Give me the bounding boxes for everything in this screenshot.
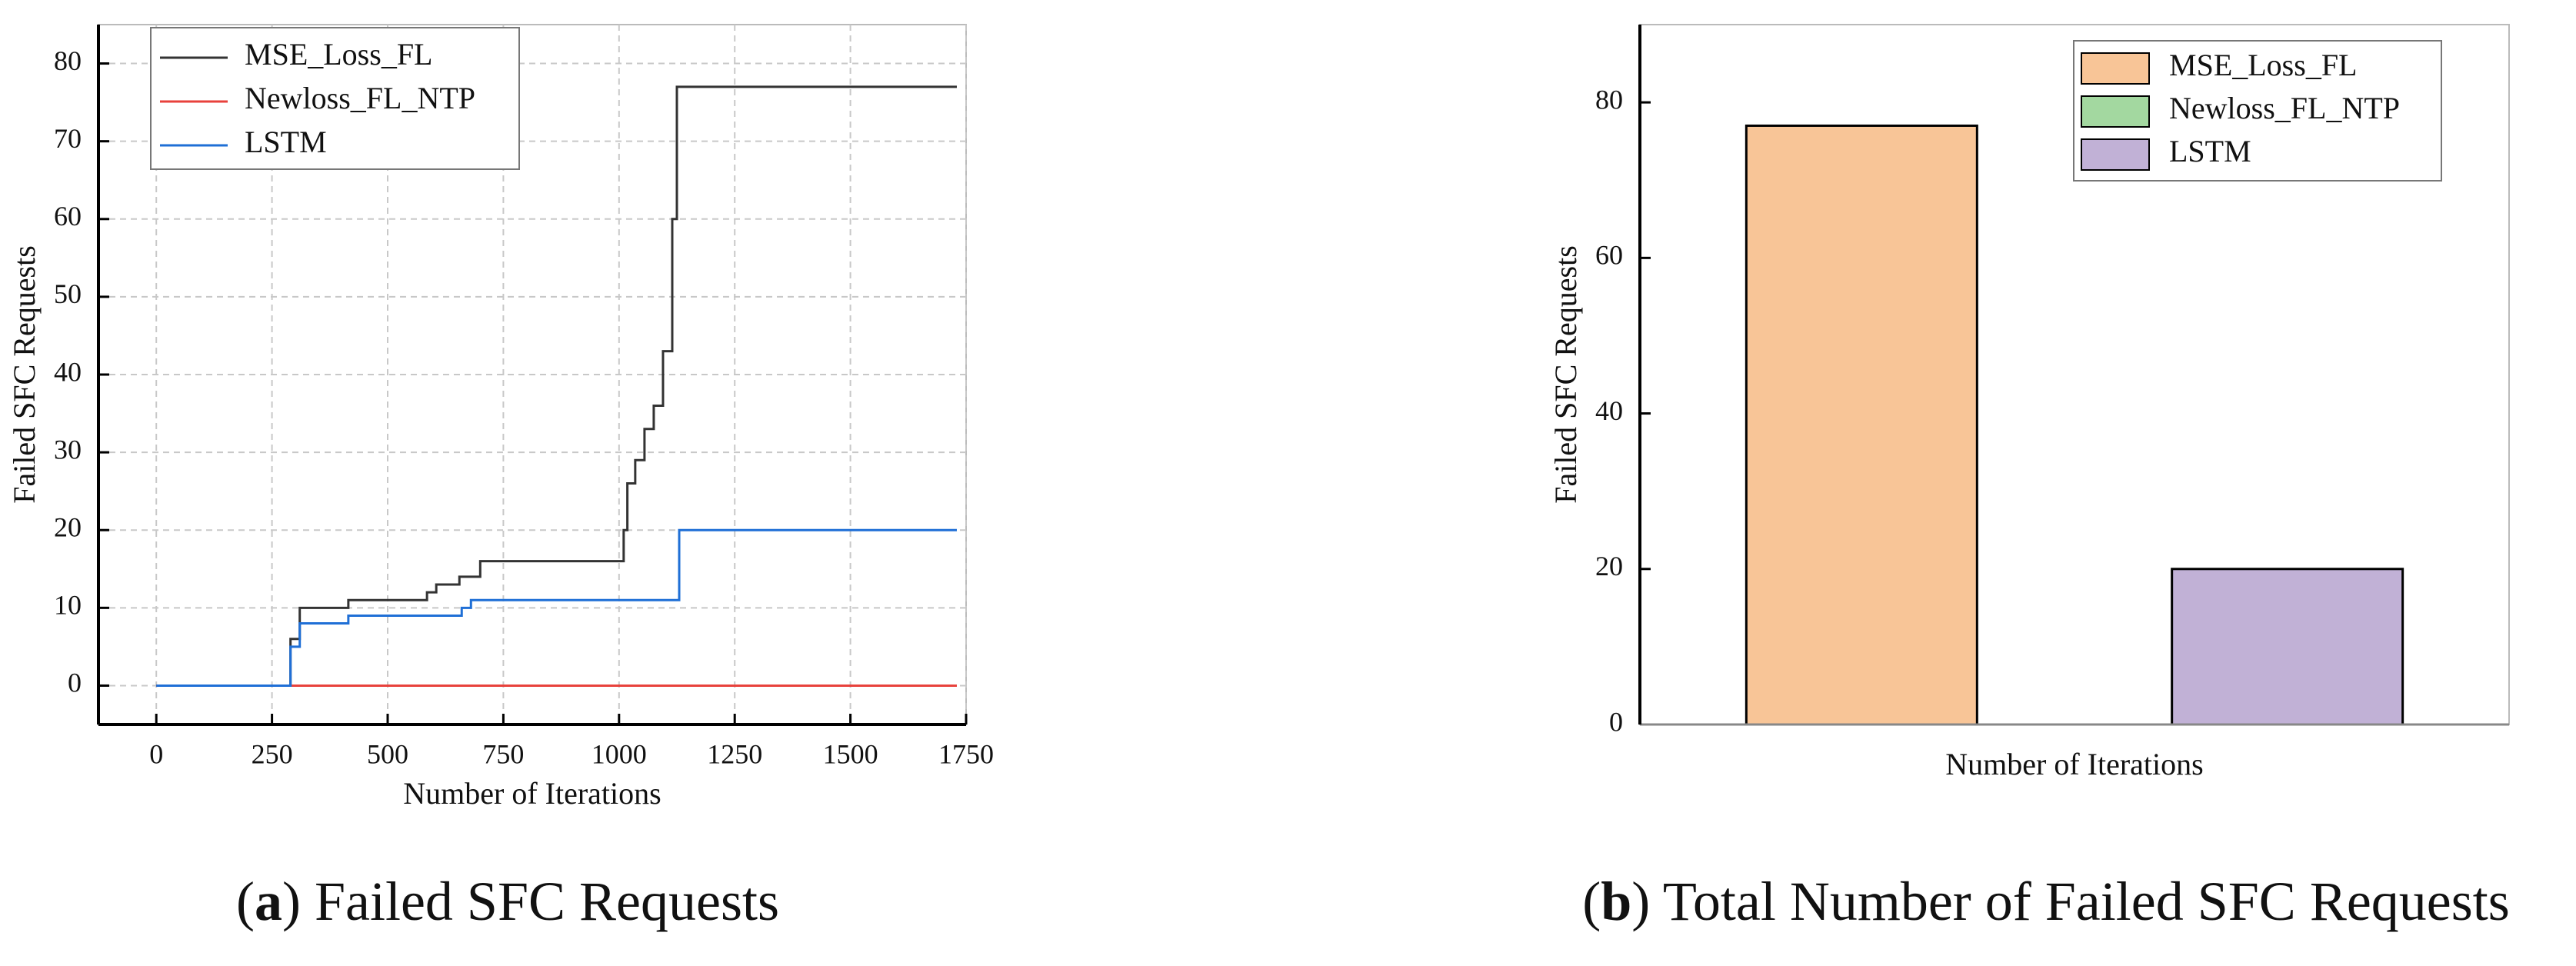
- bar: [2171, 568, 2404, 726]
- caption-part: ) Failed SFC Requests: [282, 871, 779, 932]
- legend-patch: [2081, 138, 2150, 171]
- y-tick-label: 80: [54, 45, 82, 76]
- legend-patch: [2081, 95, 2150, 128]
- y-tick-label: 40: [1595, 395, 1623, 426]
- x-tick-label: 250: [252, 738, 293, 769]
- y-tick-label: 40: [54, 356, 82, 387]
- x-axis-label: Number of Iterations: [403, 776, 661, 811]
- y-axis-label: Failed SFC Requests: [1548, 245, 1583, 504]
- x-tick-label: 1250: [707, 738, 762, 769]
- caption: (b) Total Number of Failed SFC Requests: [1582, 871, 2510, 932]
- y-tick-label: 50: [54, 278, 82, 309]
- legend-label: LSTM: [2169, 134, 2251, 168]
- y-tick-label: 20: [54, 511, 82, 542]
- series-line: [156, 528, 957, 687]
- x-tick-label: 0: [149, 738, 163, 769]
- x-tick-label: 750: [482, 738, 524, 769]
- legend-label: MSE_Loss_FL: [2169, 48, 2358, 82]
- legend-label: MSE_Loss_FL: [245, 37, 433, 72]
- caption-part: (: [236, 871, 255, 932]
- y-tick-label: 20: [1595, 551, 1623, 581]
- y-tick-label: 0: [1609, 706, 1623, 737]
- caption-part: (: [1582, 871, 1601, 932]
- caption-part: b: [1601, 871, 1631, 932]
- x-tick-label: 500: [367, 738, 408, 769]
- legend-label: Newloss_FL_NTP: [2169, 91, 2400, 125]
- x-tick-label: 1000: [592, 738, 647, 769]
- series-line: [156, 85, 957, 687]
- y-tick-label: 60: [54, 201, 82, 232]
- caption: (a) Failed SFC Requests: [236, 871, 779, 932]
- y-axis-label: Failed SFC Requests: [7, 245, 42, 504]
- y-tick-label: 0: [68, 668, 82, 698]
- caption-part: ) Total Number of Failed SFC Requests: [1631, 871, 2510, 932]
- bar: [1745, 124, 1978, 726]
- y-tick-label: 10: [54, 590, 82, 621]
- caption-part: a: [255, 871, 282, 932]
- y-tick-label: 70: [54, 123, 82, 154]
- x-axis-label: Number of Iterations: [1945, 747, 2203, 781]
- x-tick-label: 1750: [938, 738, 994, 769]
- y-tick-label: 80: [1595, 84, 1623, 115]
- legend-patch: [2081, 52, 2150, 85]
- legend-label: Newloss_FL_NTP: [245, 81, 475, 115]
- x-tick-label: 1500: [823, 738, 878, 769]
- y-tick-label: 60: [1595, 240, 1623, 271]
- y-tick-label: 30: [54, 434, 82, 465]
- legend-label: LSTM: [245, 125, 327, 159]
